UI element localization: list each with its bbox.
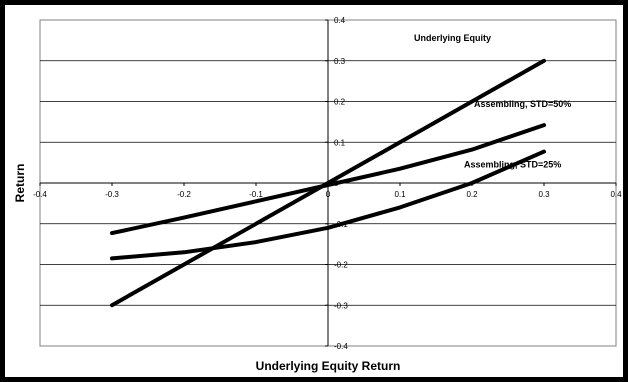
x-tick-label: 0	[326, 190, 331, 199]
x-tick-label: -0.4	[33, 190, 47, 199]
y-tick-label: -0.3	[334, 301, 348, 310]
y-tick-label: -0.4	[334, 342, 348, 351]
x-tick-label: -0.1	[249, 190, 263, 199]
x-tick-label: 0.2	[466, 190, 478, 199]
y-tick-label: 0.1	[334, 138, 346, 147]
x-tick-label: 0.1	[394, 190, 406, 199]
series-labels: Underlying Equity Assembling, STD=50% Asse…	[414, 33, 571, 170]
series-line-3	[110, 149, 546, 261]
series-label-1: Underlying Equity	[414, 33, 491, 43]
x-tick-label: 0.3	[538, 190, 550, 199]
y-tick-label: 0.2	[334, 98, 346, 107]
y-tick-label: -0.2	[334, 261, 348, 270]
y-tick-label: 0.4	[334, 16, 346, 25]
series-lines	[110, 58, 546, 308]
x-tick-label: -0.2	[177, 190, 191, 199]
series-line-2	[110, 123, 546, 236]
series-label-2: Assembling, STD=50%	[474, 99, 571, 109]
y-tick-label: 0.3	[334, 57, 346, 66]
y-axis-title: Return	[13, 164, 27, 203]
x-tick-label: -0.3	[105, 190, 119, 199]
x-tick-label: 0.4	[610, 190, 622, 199]
tick-labels: -0.4 -0.3 -0.2 -0.1 0 0.1 0.2 0.3 0.4 0.4 0.3 0.2 0.…	[33, 16, 622, 351]
series-label-3: Assembling, STD=25%	[464, 160, 561, 170]
x-axis-title: Underlying Equity Return	[256, 359, 401, 373]
